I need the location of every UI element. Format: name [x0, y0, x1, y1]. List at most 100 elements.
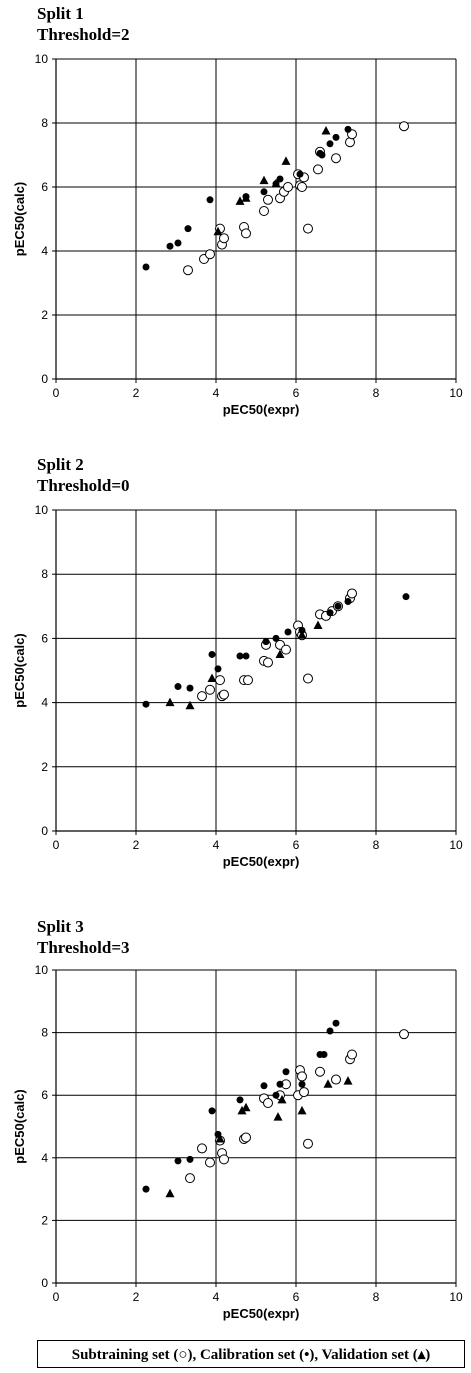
point-subtraining: [205, 684, 215, 695]
x-tick-label: 4: [213, 838, 220, 852]
point-subtraining: [399, 121, 409, 132]
y-tick-label: 8: [41, 116, 48, 130]
y-tick-label: 6: [41, 180, 48, 194]
point-calibration: [236, 1096, 244, 1104]
chart-subtitle: Threshold=0: [37, 476, 130, 495]
y-tick-label: 10: [35, 52, 49, 66]
point-calibration: [326, 1027, 334, 1035]
point-calibration: [276, 175, 284, 183]
point-subtraining: [299, 1087, 309, 1098]
x-tick-label: 6: [293, 1290, 300, 1304]
y-tick-label: 2: [41, 760, 48, 774]
point-calibration: [272, 634, 280, 642]
point-calibration: [174, 239, 182, 247]
x-tick-label: 2: [133, 838, 140, 852]
x-tick-label: 10: [449, 1290, 463, 1304]
point-subtraining: [283, 182, 293, 192]
point-subtraining: [347, 1049, 357, 1060]
y-tick-label: 6: [41, 1088, 48, 1102]
x-tick-label: 0: [53, 386, 60, 400]
point-calibration: [272, 1091, 280, 1099]
point-subtraining: [315, 1066, 325, 1077]
y-axis-label: pEC50(calc): [12, 182, 27, 256]
point-validation: [323, 1079, 333, 1088]
point-subtraining: [197, 1143, 207, 1154]
point-calibration: [296, 170, 304, 178]
x-tick-label: 6: [293, 386, 300, 400]
x-tick-label: 8: [373, 838, 380, 852]
point-subtraining: [399, 1029, 409, 1040]
point-validation: [271, 178, 281, 188]
point-validation: [297, 1105, 307, 1115]
point-calibration: [184, 225, 192, 233]
x-tick-label: 0: [53, 838, 60, 852]
point-validation: [213, 226, 223, 236]
chart-subtitle: Threshold=2: [37, 25, 130, 44]
point-validation: [165, 1188, 175, 1198]
point-calibration: [284, 628, 292, 636]
point-subtraining: [219, 689, 229, 700]
point-subtraining: [263, 1098, 273, 1109]
point-calibration: [332, 133, 340, 141]
x-axis-label: pEC50(expr): [223, 1306, 300, 1321]
legend-box: Subtraining set (○), Calibration set (•)…: [37, 1340, 465, 1368]
point-calibration: [142, 263, 150, 271]
point-validation: [273, 1112, 283, 1121]
point-validation: [215, 1134, 225, 1143]
y-tick-label: 4: [41, 696, 48, 710]
x-axis-label: pEC50(expr): [223, 402, 300, 417]
point-subtraining: [205, 249, 215, 260]
point-subtraining: [185, 1173, 195, 1184]
point-validation: [185, 700, 195, 710]
y-tick-label: 6: [41, 631, 48, 645]
chart-panel-1: Split 1 Threshold=2 0 2 4 6 8 10 0 2 4 6 8 10 pEC50(ex…: [12, 4, 463, 417]
point-validation: [241, 193, 251, 202]
point-subtraining: [197, 691, 207, 702]
point-calibration: [186, 684, 194, 692]
point-calibration: [142, 700, 150, 708]
point-validation: [275, 649, 285, 658]
x-tick-label: 4: [213, 386, 220, 400]
point-subtraining: [331, 1074, 341, 1085]
legend-text: Subtraining set (○), Calibration set (•)…: [71, 1346, 431, 1363]
point-subtraining: [263, 657, 273, 668]
y-tick-label: 10: [35, 503, 49, 517]
point-validation: [313, 620, 323, 630]
point-subtraining: [241, 1132, 251, 1143]
point-validation: [207, 673, 217, 683]
x-tick-label: 6: [293, 838, 300, 852]
y-tick-label: 8: [41, 567, 48, 581]
point-validation: [235, 196, 245, 205]
point-subtraining: [331, 153, 341, 164]
point-calibration: [326, 609, 334, 617]
point-subtraining: [183, 265, 193, 276]
point-calibration: [236, 652, 244, 660]
x-tick-label: 4: [213, 1290, 220, 1304]
point-calibration: [334, 602, 342, 610]
chart-title: Split 2: [37, 455, 84, 474]
point-subtraining: [243, 675, 253, 686]
point-calibration: [402, 593, 410, 601]
point-subtraining: [313, 164, 323, 175]
point-calibration: [174, 683, 182, 691]
y-tick-label: 0: [41, 372, 48, 386]
point-validation: [277, 1094, 287, 1104]
point-subtraining: [219, 1154, 229, 1165]
point-validation: [343, 1076, 353, 1085]
chart-panel-3: Split 3 Threshold=3 0 2 4 6 8 10 0 2 4 6 8 10 pEC50(ex…: [12, 917, 463, 1321]
point-subtraining: [303, 1138, 313, 1149]
y-tick-label: 0: [41, 824, 48, 838]
y-tick-label: 4: [41, 244, 48, 258]
point-subtraining: [297, 182, 307, 192]
point-subtraining: [347, 588, 357, 599]
point-calibration: [166, 242, 174, 250]
x-tick-label: 8: [373, 386, 380, 400]
chart-title: Split 3: [37, 917, 84, 936]
y-axis-label: pEC50(calc): [12, 1089, 27, 1163]
point-calibration: [282, 1068, 290, 1076]
x-tick-label: 2: [133, 1290, 140, 1304]
point-subtraining: [303, 223, 313, 234]
point-subtraining: [205, 1157, 215, 1168]
point-subtraining: [259, 206, 269, 216]
